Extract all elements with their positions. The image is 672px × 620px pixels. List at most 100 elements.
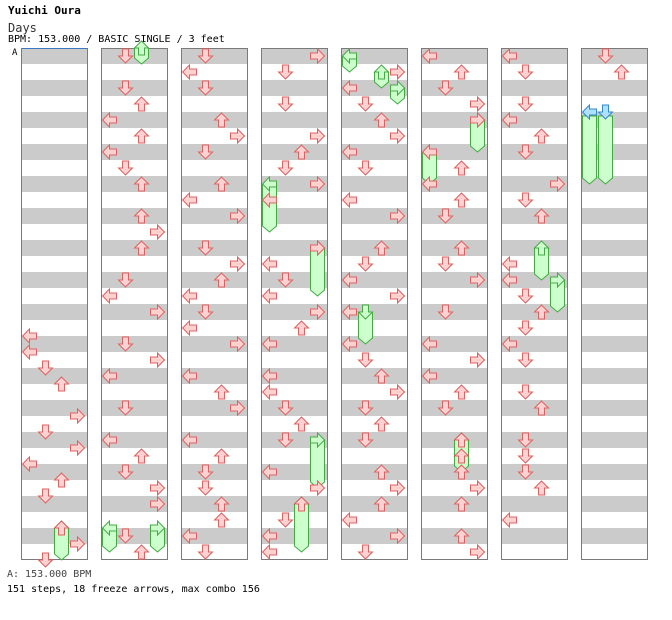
step-down-arrow bbox=[197, 240, 214, 256]
step-up-arrow bbox=[453, 496, 470, 512]
freeze-head-right-arrow bbox=[310, 431, 326, 449]
beat-stripe bbox=[501, 48, 568, 64]
step-down-arrow bbox=[437, 80, 454, 96]
beat-stripe bbox=[501, 112, 568, 128]
step-up-arrow bbox=[373, 416, 390, 432]
step-down-arrow bbox=[277, 512, 294, 528]
step-right-arrow bbox=[70, 535, 86, 553]
step-down-arrow bbox=[197, 48, 214, 64]
step-right-arrow bbox=[390, 383, 406, 401]
beat-stripe bbox=[101, 304, 168, 320]
stats-summary: 151 steps, 18 freeze arrows, max combo 1… bbox=[7, 584, 260, 595]
beat-stripe bbox=[501, 144, 568, 160]
beat-stripe bbox=[21, 496, 88, 512]
beat-stripe bbox=[581, 432, 648, 448]
step-right-arrow bbox=[310, 175, 326, 193]
step-down-arrow bbox=[117, 336, 134, 352]
step-up-arrow bbox=[213, 384, 230, 400]
step-left-arrow bbox=[181, 431, 197, 449]
freeze-arrow bbox=[582, 115, 597, 185]
beat-stripe bbox=[21, 304, 88, 320]
step-left-arrow bbox=[341, 271, 357, 289]
step-down-arrow bbox=[197, 464, 214, 480]
step-up-arrow bbox=[453, 464, 470, 480]
beat-stripe bbox=[261, 112, 328, 128]
step-down-arrow bbox=[117, 400, 134, 416]
beat-stripe bbox=[581, 304, 648, 320]
step-up-arrow bbox=[453, 448, 470, 464]
step-down-arrow bbox=[117, 272, 134, 288]
beat-stripe bbox=[581, 272, 648, 288]
beat-stripe bbox=[261, 176, 328, 192]
beat-stripe bbox=[501, 464, 568, 480]
step-up-arrow bbox=[453, 384, 470, 400]
beat-stripe bbox=[501, 496, 568, 512]
beat-stripe bbox=[581, 176, 648, 192]
step-up-arrow bbox=[453, 160, 470, 176]
step-left-arrow bbox=[421, 367, 437, 385]
step-up-arrow bbox=[293, 320, 310, 336]
step-up-arrow bbox=[293, 144, 310, 160]
chart-column bbox=[181, 48, 248, 560]
step-right-arrow bbox=[230, 127, 246, 145]
freeze-head-up-arrow bbox=[533, 240, 550, 256]
chart-column bbox=[341, 48, 408, 560]
step-right-arrow bbox=[230, 399, 246, 417]
step-up-arrow bbox=[213, 496, 230, 512]
step-left-arrow bbox=[181, 191, 197, 209]
step-left-arrow bbox=[181, 319, 197, 337]
beat-stripe bbox=[581, 464, 648, 480]
step-down-arrow bbox=[517, 144, 534, 160]
beat-stripe bbox=[101, 432, 168, 448]
bpm-summary: A: 153.000 BPM bbox=[7, 569, 92, 580]
step-left-arrow bbox=[421, 47, 437, 65]
step-down-arrow bbox=[277, 160, 294, 176]
step-up-arrow bbox=[533, 480, 550, 496]
step-down-arrow bbox=[277, 272, 294, 288]
beat-stripe bbox=[21, 240, 88, 256]
beat-stripe bbox=[261, 304, 328, 320]
step-up-arrow bbox=[213, 112, 230, 128]
step-right-arrow bbox=[150, 223, 166, 241]
step-right-arrow bbox=[310, 127, 326, 145]
beat-stripe bbox=[421, 48, 488, 64]
step-left-arrow bbox=[181, 527, 197, 545]
beat-stripe bbox=[261, 48, 328, 64]
beat-stripe bbox=[21, 272, 88, 288]
step-up-arrow bbox=[613, 64, 630, 80]
beat-stripe bbox=[101, 400, 168, 416]
beat-stripe bbox=[341, 432, 408, 448]
beat-stripe bbox=[101, 368, 168, 384]
beat-stripe bbox=[421, 400, 488, 416]
step-left-arrow bbox=[21, 343, 37, 361]
step-down-arrow bbox=[437, 256, 454, 272]
step-up-arrow bbox=[373, 496, 390, 512]
step-down-arrow bbox=[597, 48, 614, 64]
step-down-arrow bbox=[357, 96, 374, 112]
freeze-head-up-arrow bbox=[133, 40, 150, 56]
step-up-arrow bbox=[533, 400, 550, 416]
beat-stripe bbox=[581, 368, 648, 384]
step-up-arrow bbox=[133, 544, 150, 560]
step-down-arrow bbox=[37, 360, 54, 376]
beat-stripe bbox=[21, 144, 88, 160]
step-left-arrow bbox=[181, 287, 197, 305]
step-left-arrow bbox=[261, 383, 277, 401]
step-up-arrow bbox=[213, 272, 230, 288]
beat-stripe bbox=[421, 368, 488, 384]
freeze-head-left-arrow bbox=[101, 519, 117, 537]
beat-stripe bbox=[421, 304, 488, 320]
step-down-arrow bbox=[117, 80, 134, 96]
step-down-arrow bbox=[517, 352, 534, 368]
beat-stripe bbox=[21, 464, 88, 480]
beat-stripe bbox=[421, 336, 488, 352]
step-left-arrow bbox=[261, 191, 277, 209]
beat-stripe bbox=[261, 368, 328, 384]
step-down-arrow bbox=[357, 432, 374, 448]
beat-stripe bbox=[101, 272, 168, 288]
step-down-arrow bbox=[357, 352, 374, 368]
beat-stripe bbox=[181, 400, 248, 416]
step-left-arrow bbox=[501, 255, 517, 273]
beat-stripe bbox=[581, 48, 648, 64]
step-left-arrow bbox=[101, 367, 117, 385]
